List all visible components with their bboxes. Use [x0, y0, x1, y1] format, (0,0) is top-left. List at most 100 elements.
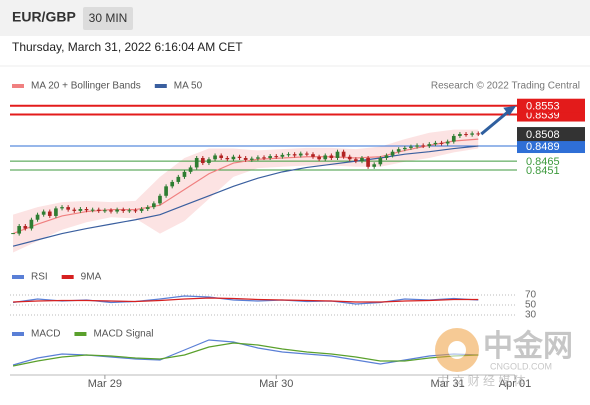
- forecast-arrow: [480, 110, 510, 136]
- legend-swatch: [12, 275, 24, 279]
- candle-body: [451, 135, 456, 142]
- candle-body: [396, 149, 401, 152]
- candle-body: [415, 145, 419, 147]
- candle-body: [268, 156, 272, 158]
- legend-swatch: [74, 332, 87, 336]
- candle-body: [256, 157, 260, 159]
- watermark-site: CNGOLD.COM: [490, 361, 552, 371]
- candle-body: [72, 209, 77, 211]
- candle-body: [200, 157, 205, 164]
- candle-body: [341, 151, 346, 157]
- candle-body: [66, 207, 70, 210]
- watermark-brand: 中金网: [483, 329, 573, 363]
- candle-body: [366, 157, 370, 167]
- candle-body: [323, 155, 328, 160]
- interval-badge[interactable]: [83, 7, 133, 30]
- candle-body: [298, 153, 303, 156]
- candle-body: [109, 210, 113, 212]
- candle-body: [384, 155, 389, 158]
- candle-body: [145, 207, 150, 210]
- x-tick-label: Apr 01: [499, 378, 531, 390]
- candle-body: [158, 195, 162, 204]
- x-tick-label: Mar 29: [88, 378, 122, 390]
- candle-body: [317, 156, 321, 160]
- candle-body: [115, 209, 119, 212]
- candle-body: [433, 142, 438, 145]
- candle-body: [439, 142, 444, 144]
- legend-label: RSI: [31, 272, 48, 283]
- candle-body: [390, 151, 395, 156]
- candle-body: [427, 144, 432, 147]
- credit: Research © 2022 Trading Central: [431, 81, 580, 92]
- watermark-tagline: 中 文 财 经 媒 体: [437, 373, 526, 388]
- candle-body: [249, 158, 254, 160]
- candle-body: [329, 155, 334, 158]
- candle-body: [231, 156, 236, 160]
- candle-body: [60, 207, 64, 209]
- x-tick-label: Mar 30: [259, 378, 293, 390]
- candle-body: [35, 214, 40, 220]
- level-label: 0.8553: [526, 101, 560, 113]
- candle-body: [470, 133, 474, 135]
- candle-body: [17, 226, 22, 234]
- series-line: [12, 342, 479, 367]
- candle-body: [188, 167, 193, 172]
- candle-body: [335, 151, 340, 158]
- candle-body: [243, 157, 248, 160]
- legend-swatch: [12, 84, 24, 88]
- candle-body: [458, 134, 462, 136]
- legend-swatch: [154, 84, 167, 88]
- level-label: 0.8451: [526, 165, 560, 177]
- legend-label: MACD: [31, 329, 60, 340]
- candle-body: [354, 159, 358, 162]
- candle-body: [409, 146, 413, 148]
- candle-body: [121, 209, 126, 211]
- bollinger-band: [13, 129, 479, 253]
- candle-body: [133, 210, 138, 212]
- watermark-logo-hole: [448, 341, 466, 359]
- candle-body: [219, 155, 224, 158]
- candle-body: [90, 209, 95, 211]
- candle-body: [286, 154, 291, 156]
- candle-body: [182, 171, 187, 177]
- candle-body: [207, 159, 211, 164]
- candle-body: [445, 141, 450, 144]
- legend-swatch: [12, 332, 24, 336]
- timestamp: Thursday, March 31, 2022 6:16:04 AM CET: [12, 40, 243, 54]
- candle-body: [476, 133, 481, 135]
- level-label-box: [517, 98, 585, 113]
- level-label-box: [517, 127, 585, 142]
- candle-body: [47, 211, 52, 216]
- candle-body: [152, 203, 156, 208]
- candle-body: [176, 176, 181, 182]
- candle-body: [237, 156, 242, 158]
- candle-body: [225, 157, 230, 160]
- symbol: EUR/GBP: [12, 9, 76, 25]
- candle-body: [54, 208, 58, 216]
- candle-body: [164, 186, 168, 196]
- level-label: 0.8465: [526, 156, 560, 168]
- candle-body: [305, 153, 309, 155]
- series-line: [12, 145, 479, 247]
- candle-body: [41, 211, 46, 215]
- interval[interactable]: 30 MIN: [89, 11, 128, 25]
- candle-body: [170, 181, 175, 187]
- candle-body: [127, 210, 132, 212]
- watermark: 中金网 CNGOLD.COM 中 文 财 经 媒 体: [435, 328, 573, 388]
- candle-body: [378, 157, 383, 165]
- candle-body: [84, 209, 89, 211]
- forecast-arrow-head: [503, 105, 517, 116]
- level-label: 0.8508: [526, 129, 560, 141]
- candle-body: [280, 154, 285, 157]
- y-tick-label: 50: [525, 300, 537, 311]
- legend-label: MA 50: [174, 81, 203, 92]
- candle-body: [78, 209, 83, 211]
- legend-label: MA 20 + Bollinger Bands: [31, 81, 141, 92]
- level-label: 0.8489: [526, 141, 560, 153]
- candle-body: [194, 157, 199, 168]
- candle-body: [262, 157, 266, 159]
- candle-body: [464, 134, 468, 136]
- candle-body: [360, 157, 364, 162]
